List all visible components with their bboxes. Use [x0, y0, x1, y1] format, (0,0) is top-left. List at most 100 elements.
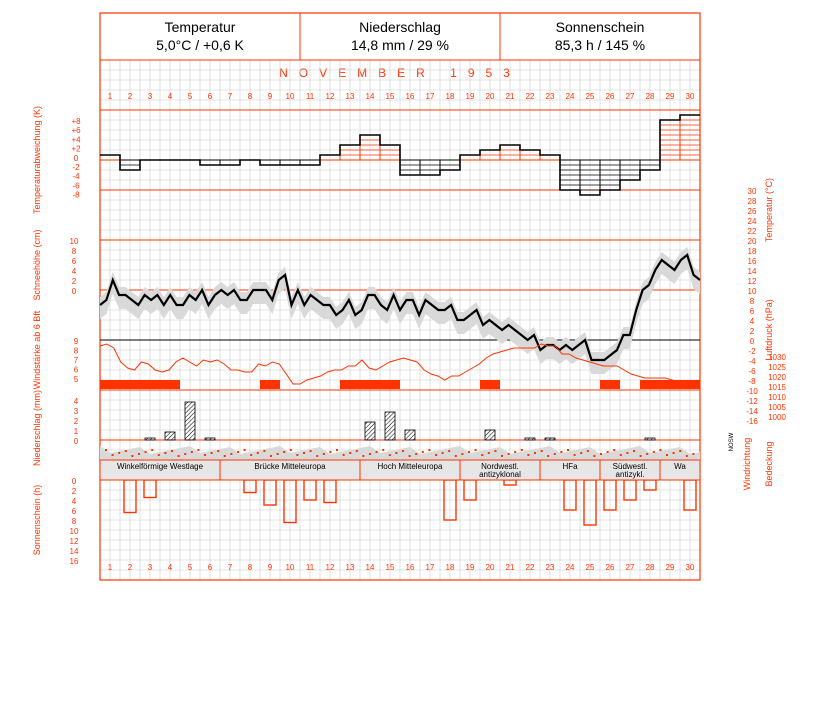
storm-day-bar	[100, 380, 120, 389]
label-cloud: Bedeckung	[764, 441, 774, 486]
sun-tick: 8	[72, 517, 77, 526]
wind-dir-dot	[428, 449, 431, 451]
wind-dir-dot	[402, 450, 404, 452]
label-pressure: Luftdruck (hPa)	[764, 299, 774, 361]
day-label-top: 8	[248, 92, 253, 101]
wind-dir-dot	[527, 454, 530, 456]
wind-dir-dot	[263, 450, 266, 452]
sun-tick: 4	[72, 497, 77, 506]
wind-dir-dot	[382, 449, 385, 451]
weather-type-label: Winkelförmige Westlage	[116, 462, 204, 471]
wind-dir-dot	[672, 452, 675, 454]
wind-dir-dot	[230, 453, 233, 455]
cloud-cover-band	[100, 446, 700, 460]
day-label-bottom: 14	[366, 563, 375, 572]
pressure-line	[99, 343, 701, 387]
temp-tick: 2	[750, 327, 755, 336]
day-label-top: 3	[148, 92, 153, 101]
pressure-tick: 1000	[768, 413, 786, 422]
temp-tick: -2	[748, 347, 756, 356]
header-temperature-title: Temperatur	[164, 19, 236, 35]
temp-dev-tick: +6	[71, 126, 81, 135]
wind-dir-dot	[322, 453, 325, 455]
temp-dev-tick: +2	[71, 145, 81, 154]
weather-type-label: Brücke Mitteleuropa	[254, 462, 326, 471]
day-label-top: 29	[666, 92, 675, 101]
day-label-top: 2	[128, 92, 133, 101]
day-label-bottom: 28	[646, 563, 655, 572]
day-label-bottom: 17	[426, 563, 435, 572]
temp-tick: 20	[748, 237, 757, 246]
temp-tick: 8	[750, 297, 755, 306]
precip-tick: 1	[74, 427, 79, 436]
day-label-top: 17	[426, 92, 435, 101]
precip-tick: 2	[74, 417, 79, 426]
storm-day-bar	[480, 380, 500, 389]
header-temperature: Temperatur 5,0°C / +0,6 K	[100, 14, 300, 58]
precip-bar	[404, 429, 416, 441]
day-label-bottom: 18	[446, 563, 455, 572]
precip-bar	[644, 437, 656, 441]
temp-tick: -12	[746, 397, 758, 406]
wind-dir-tick: NOSW	[729, 432, 735, 451]
day-label-top: 23	[546, 92, 555, 101]
wind-dir-dot	[494, 450, 497, 452]
temp-tick: 12	[748, 277, 757, 286]
wind-dir-dot	[197, 449, 200, 451]
day-label-top: 24	[566, 92, 575, 101]
day-label-top: 27	[626, 92, 635, 101]
wind-dir-dot	[619, 454, 622, 456]
day-label-top: 15	[386, 92, 395, 101]
pressure-tick: 1020	[768, 373, 786, 382]
wind-dir-dot	[256, 452, 259, 454]
day-label-top: 9	[268, 92, 273, 101]
wind-dir-dot	[217, 450, 220, 452]
label-snow: Schneehöhe (cm)	[32, 229, 42, 300]
day-label-top: 13	[346, 92, 355, 101]
day-label-bottom: 2	[128, 563, 133, 572]
precip-bar	[184, 401, 196, 441]
precip-tick: 0	[74, 437, 79, 446]
precip-bar	[484, 429, 496, 441]
temp-tick: 22	[748, 227, 757, 236]
wind-dir-dot	[560, 451, 563, 453]
wind-dir-dot	[177, 455, 180, 457]
temp-tick: 0	[750, 337, 755, 346]
wind-dir-dot	[507, 453, 510, 455]
temp-dev-tick: -6	[72, 181, 80, 190]
wind-dir-dot	[184, 453, 187, 455]
wind-dir-dot	[501, 455, 503, 457]
day-label-bottom: 1	[108, 563, 113, 572]
weather-type-label: Wa	[674, 462, 686, 471]
label-temp: Temperatur (°C)	[764, 178, 774, 242]
precip-bar	[164, 431, 176, 441]
day-label-bottom: 20	[486, 563, 495, 572]
wind-dir-dot	[613, 449, 616, 451]
wind-dir-dot	[336, 449, 338, 451]
storm-day-bar	[680, 380, 700, 389]
wind-dir-dot	[547, 455, 550, 457]
wind-tick: 7	[74, 356, 79, 365]
label-precip: Niederschlag (mm)	[32, 390, 42, 466]
sun-tick: 16	[70, 557, 79, 566]
temp-dev-step	[100, 114, 700, 196]
wind-dir-dot	[289, 449, 292, 451]
wind-dir-dot	[606, 451, 609, 453]
snow-tick: 8	[72, 247, 77, 256]
temp-dev-tick: 0	[74, 154, 79, 163]
precip-tick: 3	[74, 407, 79, 416]
wind-dir-dot	[421, 451, 424, 453]
wind-dir-dot	[276, 453, 279, 455]
sun-tick: 6	[72, 507, 77, 516]
storm-day-bar	[260, 380, 280, 389]
temp-tick: 26	[748, 207, 757, 216]
temp-dev-tick: -8	[72, 191, 80, 200]
day-label-bottom: 3	[148, 563, 153, 572]
wind-dir-dot	[461, 453, 464, 455]
snow-tick: 2	[72, 277, 77, 286]
wind-dir-dot	[124, 450, 127, 452]
precip-bar	[524, 437, 536, 441]
wind-dir-dot	[164, 452, 167, 454]
wind-dir-dot	[151, 449, 154, 451]
day-label-bottom: 4	[168, 563, 173, 572]
